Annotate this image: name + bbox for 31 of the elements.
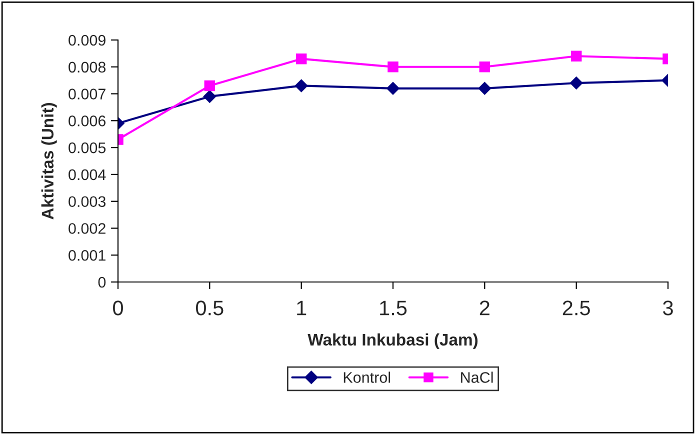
y-tick-label: 0.004 — [68, 169, 106, 180]
y-tick-label: 0.003 — [68, 196, 106, 208]
y-tick-label: 0.009 — [68, 34, 106, 46]
legend-label: NaCl — [461, 372, 493, 383]
y-tick-label: 0.006 — [68, 116, 106, 126]
point — [296, 53, 307, 64]
point — [203, 90, 216, 103]
legend-label: Kontrol — [344, 372, 390, 383]
point — [570, 50, 582, 62]
point — [294, 79, 308, 92]
point — [204, 80, 216, 92]
x-tick-label: 1.5 — [380, 300, 407, 316]
y-tick-label: 0.005 — [68, 142, 106, 154]
y-tick-label: 0.007 — [68, 88, 106, 100]
x-tick-label: 1 — [297, 300, 306, 316]
x-axis-title: Waktu Inkubasi (Jam) — [308, 333, 478, 349]
x-tick-label: 2.5 — [562, 300, 590, 316]
x-tick-label: 2 — [480, 300, 490, 316]
point — [478, 82, 492, 95]
y-tick-label: 0.001 — [68, 250, 106, 261]
y-axis-title: Aktivitas (Unit) — [41, 103, 57, 220]
point — [388, 62, 398, 72]
x-tick-label: 0.5 — [196, 300, 224, 316]
point — [479, 62, 490, 72]
point — [570, 76, 583, 90]
y-tick-label: 0.008 — [68, 62, 106, 73]
y-tick-label: 0.002 — [68, 223, 106, 234]
point — [386, 82, 400, 95]
y-tick-label: 0 — [98, 276, 106, 288]
x-tick-label: 3 — [663, 300, 673, 316]
x-tick-label: 0 — [113, 300, 123, 316]
